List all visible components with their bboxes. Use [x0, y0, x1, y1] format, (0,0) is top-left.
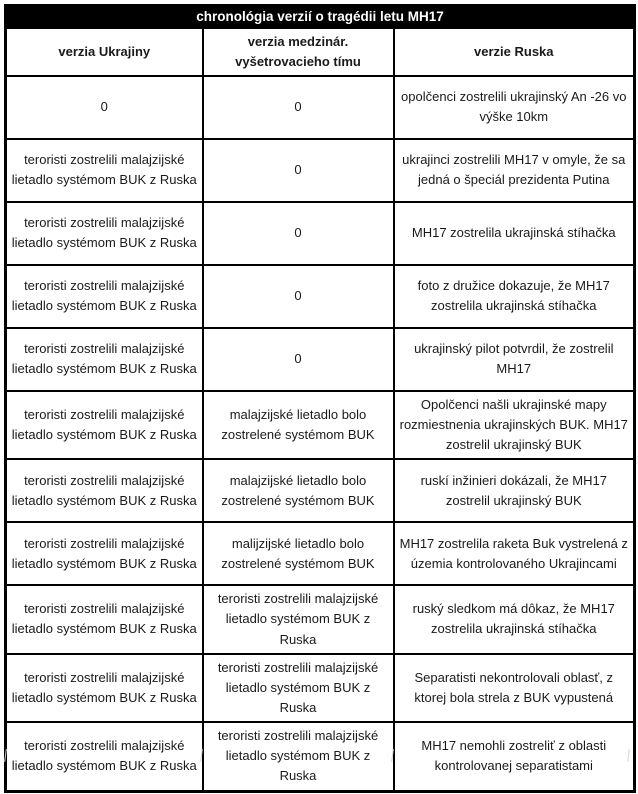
- table-row: teroristi zostrelili malajzijské lietadl…: [4, 326, 636, 392]
- cell-ukraine: teroristi zostrelili malajzijské lietadl…: [4, 458, 204, 524]
- table-header-row: verzia Ukrajiny verzia medzinár. vyšetro…: [4, 26, 636, 77]
- table-row: teroristi zostrelili malajzijské lietadl…: [4, 200, 636, 266]
- cell-russia: MH17 zostrelila ukrajinská stíhačka: [392, 200, 636, 266]
- cell-russia: Separatisti nekontrolovali oblasť, z kto…: [392, 652, 636, 724]
- column-header-ukraine: verzia Ukrajiny: [4, 26, 204, 77]
- cell-ukraine: teroristi zostrelili malajzijské lietadl…: [4, 326, 204, 392]
- table-row: teroristi zostrelili malajzijské lietadl…: [4, 137, 636, 203]
- cell-russia: MH17 zostrelila raketa Buk vystrelená z …: [392, 521, 636, 587]
- cell-ukraine: teroristi zostrelili malajzijské lietadl…: [4, 389, 204, 461]
- table-row: teroristi zostrelili malajzijské lietadl…: [4, 263, 636, 329]
- cell-russia: opolčenci zostrelili ukrajinský An -26 v…: [392, 74, 636, 140]
- column-header-russia: verzie Ruska: [392, 26, 636, 77]
- cell-international: teroristi zostrelili malajzijské lietadl…: [201, 652, 395, 724]
- cell-russia: foto z družice dokazuje, že MH17 zostrel…: [392, 263, 636, 329]
- cell-ukraine: teroristi zostrelili malajzijské lietadl…: [4, 263, 204, 329]
- cell-ukraine: teroristi zostrelili malajzijské lietadl…: [4, 137, 204, 203]
- cell-international: 0: [201, 263, 395, 329]
- cell-ukraine: teroristi zostrelili malajzijské lietadl…: [4, 200, 204, 266]
- mh17-versions-table: chronológia verzií o tragédii letu MH17 …: [4, 4, 637, 793]
- column-header-international-team: verzia medzinár. vyšetrovacieho tímu: [201, 26, 395, 77]
- cell-ukraine: teroristi zostrelili malajzijské lietadl…: [4, 584, 204, 655]
- cell-russia: ukrajinci zostrelili MH17 v omyle, že sa…: [392, 137, 636, 203]
- cell-ukraine: teroristi zostrelili malajzijské lietadl…: [4, 721, 204, 793]
- cell-international: malajzijské lietadlo bolo zostrelené sys…: [201, 389, 395, 461]
- table-row: teroristi zostrelili malajzijské lietadl…: [4, 389, 636, 461]
- cell-international: 0: [201, 137, 395, 203]
- cell-international: teroristi zostrelili malajzijské lietadl…: [201, 721, 395, 793]
- cell-ukraine: teroristi zostrelili malajzijské lietadl…: [4, 652, 204, 724]
- cell-russia: ruskí inžinieri dokázali, že MH17 zostre…: [392, 458, 636, 524]
- table-row: teroristi zostrelili malajzijské lietadl…: [4, 584, 636, 655]
- table-row: teroristi zostrelili malajzijské lietadl…: [4, 652, 636, 724]
- cell-international: malajzijské lietadlo bolo zostrelené sys…: [201, 458, 395, 524]
- cell-russia: ukrajinský pilot potvrdil, že zostrelil …: [392, 326, 636, 392]
- cell-russia: MH17 nemohli zostreliť z oblasti kontrol…: [392, 721, 636, 793]
- table-title: chronológia verzií o tragédii letu MH17: [4, 4, 636, 29]
- cell-international: 0: [201, 74, 395, 140]
- cell-ukraine: teroristi zostrelili malajzijské lietadl…: [4, 521, 204, 587]
- table-row: 0 0 opolčenci zostrelili ukrajinský An -…: [4, 74, 636, 140]
- cell-russia: ruský sledkom má dôkaz, že MH17 zostreli…: [392, 584, 636, 655]
- table-row: teroristi zostrelili malajzijské lietadl…: [4, 458, 636, 524]
- cell-international: 0: [201, 326, 395, 392]
- cell-international: 0: [201, 200, 395, 266]
- table-row: teroristi zostrelili malajzijské lietadl…: [4, 721, 636, 793]
- cell-international: malijzijské lietadlo bolo zostrelené sys…: [201, 521, 395, 587]
- cell-russia: Opolčenci našli ukrajinské mapy rozmiest…: [392, 389, 636, 461]
- cell-international: teroristi zostrelili malajzijské lietadl…: [201, 584, 395, 655]
- table-title-row: chronológia verzií o tragédii letu MH17: [4, 4, 636, 29]
- table-row: teroristi zostrelili malajzijské lietadl…: [4, 521, 636, 587]
- cell-ukraine: 0: [4, 74, 204, 140]
